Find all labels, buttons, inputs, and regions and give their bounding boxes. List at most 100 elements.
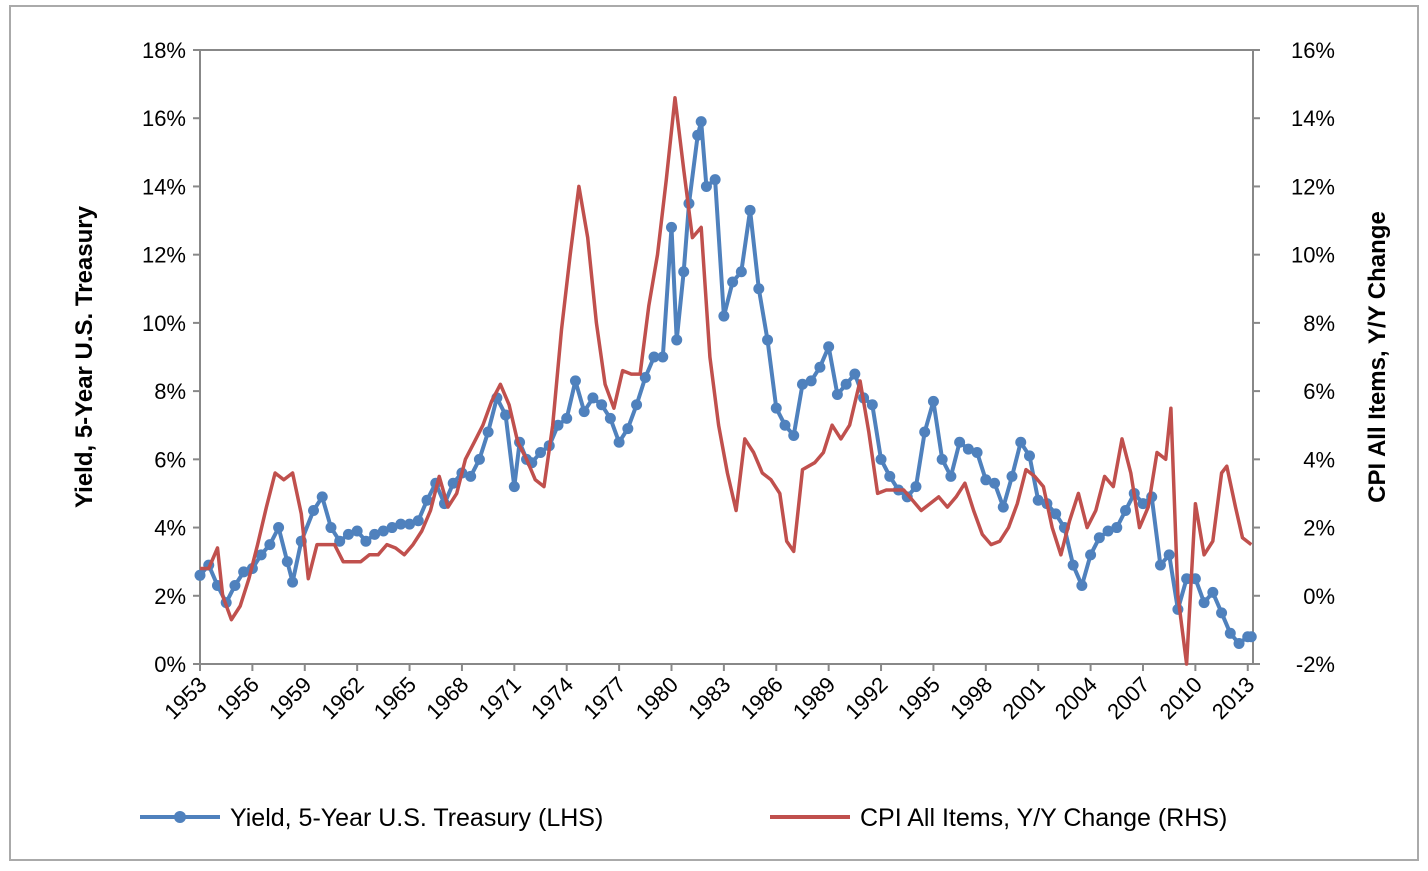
series-marker (482, 426, 494, 438)
y2-tick-label: 4% (1303, 447, 1335, 472)
series-marker (412, 515, 424, 527)
series-marker (744, 204, 756, 216)
y2-tick-label: 8% (1303, 311, 1335, 336)
y2-tick-label: 16% (1291, 38, 1335, 63)
series-marker (421, 494, 433, 506)
series-marker (1050, 508, 1062, 520)
series-marker (535, 447, 547, 459)
y-tick-label: 16% (142, 106, 186, 131)
series-marker (1023, 450, 1035, 462)
series-marker (648, 351, 660, 363)
series-marker (194, 569, 206, 581)
y2-tick-label: 10% (1291, 243, 1335, 268)
series-marker (1137, 498, 1149, 510)
series-marker (884, 470, 896, 482)
series-marker (770, 402, 782, 414)
series-marker (805, 375, 817, 387)
y2-tick-label: 2% (1303, 516, 1335, 541)
series-line (200, 96, 1253, 666)
series-marker (735, 266, 747, 278)
series-marker (962, 443, 974, 455)
series-marker (360, 535, 372, 547)
series-marker (447, 477, 459, 489)
series-marker (264, 539, 276, 551)
series-marker (1085, 549, 1097, 561)
series-marker (700, 180, 712, 192)
series-marker (351, 525, 363, 537)
series-marker (395, 518, 407, 530)
series-marker (1163, 549, 1175, 561)
series-marker (945, 470, 957, 482)
series-marker (465, 470, 477, 482)
series-marker (980, 474, 992, 486)
legend-label: Yield, 5-Year U.S. Treasury (LHS) (230, 804, 603, 832)
series-marker (762, 334, 774, 346)
legend-label: CPI All Items, Y/Y Change (RHS) (860, 804, 1227, 832)
series-marker (508, 481, 520, 493)
y2-tick-label: 6% (1303, 379, 1335, 404)
y2-tick-label: 0% (1303, 584, 1335, 609)
plot-frame (199, 49, 1254, 665)
legend-marker (174, 811, 186, 823)
y-tick-label: 8% (154, 379, 186, 404)
y-tick-label: 14% (142, 174, 186, 199)
series-marker (910, 481, 922, 493)
series-marker (1224, 627, 1236, 639)
series-marker (709, 174, 721, 186)
series-marker (1015, 436, 1027, 448)
y-tick-label: 4% (154, 516, 186, 541)
series-marker (1198, 597, 1210, 609)
y-tick-label: 0% (154, 652, 186, 677)
series-marker (866, 399, 878, 411)
series-marker (369, 528, 381, 540)
series-marker (622, 423, 634, 435)
series-marker (831, 389, 843, 401)
series-marker (1093, 532, 1105, 544)
series-marker (613, 436, 625, 448)
series-marker (695, 116, 707, 128)
series-marker (287, 576, 299, 588)
series-marker (796, 378, 808, 390)
series-marker (849, 368, 861, 380)
series-marker (552, 419, 564, 431)
series-marker (229, 580, 241, 592)
series-marker (569, 375, 581, 387)
series-marker (1154, 559, 1166, 571)
y-axis-title: Yield, 5-Year U.S. Treasury (71, 205, 98, 508)
series-marker (578, 406, 590, 418)
series-marker (954, 436, 966, 448)
series-marker (1032, 494, 1044, 506)
series-marker (718, 310, 730, 322)
series-marker (989, 477, 1001, 489)
series-marker (273, 522, 285, 534)
series-marker (334, 535, 346, 547)
series-marker (631, 399, 643, 411)
series-marker (840, 378, 852, 390)
y2-tick-label: 12% (1291, 174, 1335, 199)
series-marker (971, 447, 983, 459)
series-marker (308, 505, 320, 516)
y-tick-label: 18% (142, 38, 186, 63)
series-marker (997, 501, 1009, 513)
series-marker (1102, 525, 1114, 537)
series-marker (238, 566, 250, 578)
series-marker (1076, 580, 1088, 592)
series-marker (386, 522, 398, 534)
series-marker (788, 429, 800, 441)
series-marker (596, 399, 608, 411)
series-marker (936, 453, 948, 465)
series-marker (342, 528, 354, 540)
series-marker (657, 351, 669, 363)
series-marker (561, 412, 573, 424)
series-marker (665, 221, 677, 233)
y-tick-label: 12% (142, 243, 186, 268)
series-marker (727, 276, 739, 288)
series-marker (587, 392, 599, 404)
series-marker (1233, 638, 1245, 650)
series-marker (1207, 586, 1219, 598)
series-marker (325, 522, 337, 534)
series-marker (678, 266, 690, 278)
series-marker (255, 549, 267, 561)
y-tick-label: 2% (154, 584, 186, 609)
series-marker (753, 283, 765, 295)
